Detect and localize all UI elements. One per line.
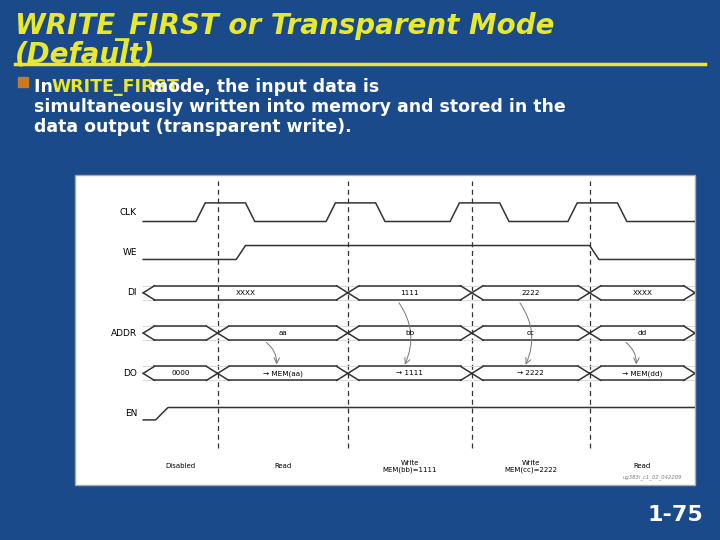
Text: DI: DI: [127, 288, 137, 298]
Text: DO: DO: [123, 369, 137, 378]
Text: bb: bb: [405, 330, 415, 336]
Text: 0000: 0000: [171, 370, 189, 376]
Text: → MEM(aa): → MEM(aa): [263, 370, 302, 377]
Text: WRITE_FIRST: WRITE_FIRST: [51, 78, 179, 96]
Text: → 2222: → 2222: [517, 370, 544, 376]
Text: XXXX: XXXX: [632, 290, 652, 296]
Text: 1-75: 1-75: [647, 505, 703, 525]
Text: EN: EN: [125, 409, 137, 418]
Text: Write
MEM(cc)=2222: Write MEM(cc)=2222: [504, 460, 557, 473]
Text: cc: cc: [527, 330, 535, 336]
Text: ADDR: ADDR: [111, 329, 137, 338]
Bar: [18, 77, 28, 87]
Text: Disabled: Disabled: [166, 463, 195, 469]
Text: In: In: [34, 78, 59, 96]
Text: WE: WE: [122, 248, 137, 257]
Text: aa: aa: [279, 330, 287, 336]
Text: Read: Read: [634, 463, 651, 469]
Text: dd: dd: [638, 330, 647, 336]
Text: data output (transparent write).: data output (transparent write).: [34, 118, 351, 136]
Text: Write
MEM(bb)=1111: Write MEM(bb)=1111: [382, 460, 437, 473]
Text: mode, the input data is: mode, the input data is: [144, 78, 379, 96]
Text: simultaneously written into memory and stored in the: simultaneously written into memory and s…: [34, 98, 566, 116]
Text: → 1111: → 1111: [397, 370, 423, 376]
Text: (Default): (Default): [15, 40, 156, 68]
Text: 1111: 1111: [400, 290, 419, 296]
Text: Read: Read: [274, 463, 292, 469]
Bar: [75, 175, 695, 485]
Text: 2222: 2222: [521, 290, 540, 296]
Text: WRITE_FIRST or Transparent Mode: WRITE_FIRST or Transparent Mode: [15, 12, 554, 41]
Text: CLK: CLK: [120, 208, 137, 217]
Text: → MEM(dd): → MEM(dd): [622, 370, 662, 377]
Text: ug383i_c1_02_042209: ug383i_c1_02_042209: [623, 475, 683, 481]
Text: XXXX: XXXX: [235, 290, 256, 296]
